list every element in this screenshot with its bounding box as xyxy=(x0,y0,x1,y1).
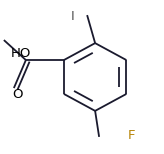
Text: I: I xyxy=(70,10,74,23)
Text: F: F xyxy=(127,129,135,142)
Text: HO: HO xyxy=(11,47,31,60)
Text: O: O xyxy=(12,88,22,101)
